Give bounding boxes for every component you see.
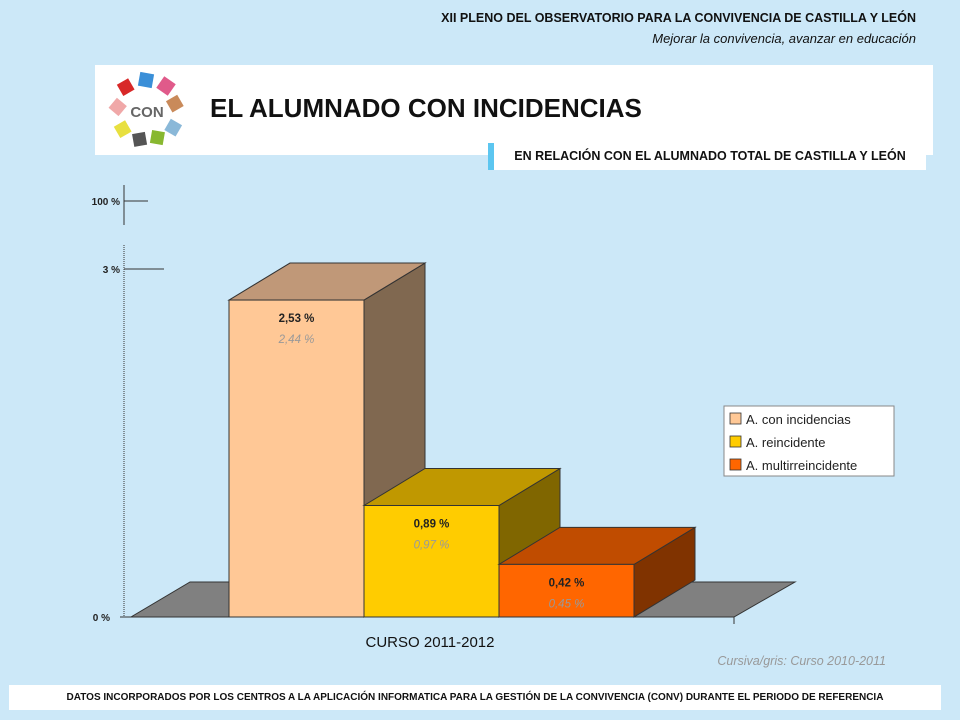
- section-label: EN RELACIÓN CON EL ALUMNADO TOTAL DE CAS…: [488, 143, 926, 170]
- bar-3-previous-value-label: 0,45 %: [549, 598, 585, 610]
- legend-label-series-3: A. multirreincidente: [746, 458, 857, 473]
- y-tick-label-3: 3 %: [103, 265, 120, 276]
- page-title: EL ALUMNADO CON INCIDENCIAS: [210, 93, 642, 123]
- bar-2-front: [363, 505, 500, 618]
- legend-swatch-series-1: [729, 412, 742, 425]
- legend-item-series-2: A. reincidente: [729, 435, 826, 450]
- bars-group: 2,53 % 2,44 % 0,89 % 0,97 % 0,42 % 0,45 %: [227, 262, 697, 618]
- event-subtitle: Mejorar la convivencia, avanzar en educa…: [652, 31, 916, 46]
- x-axis-label: CURSO 2011-2012: [366, 634, 495, 651]
- legend-swatch-series-2: [729, 435, 742, 448]
- footnote: Cursiva/gris: Curso 2010-2011: [717, 654, 886, 668]
- legend-label-series-1: A. con incidencias: [746, 412, 851, 427]
- bar-3-value-label: 0,42 %: [549, 577, 585, 589]
- legend-swatch-series-3: [729, 458, 742, 471]
- bar-1-previous-value-label: 2,44 %: [278, 334, 315, 346]
- bar-3: 0,42 % 0,45 %: [497, 526, 697, 618]
- footer-source: DATOS INCORPORADOS POR LOS CENTROS A LA …: [9, 685, 941, 710]
- legend-box: [723, 405, 895, 477]
- legend-label-series-2: A. reincidente: [746, 435, 826, 450]
- legend-item-series-3: A. multirreincidente: [729, 458, 857, 473]
- logo-text: CON: [130, 104, 163, 121]
- bar-3-front: [498, 563, 635, 618]
- con-logo-icon: CON: [108, 71, 184, 147]
- y-tick-label-0: 0 %: [93, 613, 110, 624]
- logo-people-ring: [108, 71, 184, 147]
- legend: A. con incidencias A. reincidente A. mul…: [723, 405, 895, 477]
- legend-item-series-1: A. con incidencias: [729, 412, 851, 427]
- event-title: XII PLENO DEL OBSERVATORIO PARA LA CONVI…: [441, 11, 916, 25]
- header-band: CON EL ALUMNADO CON INCIDENCIAS: [95, 65, 933, 155]
- bar-1-value-label: 2,53 %: [279, 313, 315, 325]
- bar-1-front: [228, 299, 365, 618]
- bar-2-value-label: 0,89 %: [414, 519, 450, 531]
- y-tick-label-100: 100 %: [92, 197, 120, 208]
- bar-2-previous-value-label: 0,97 %: [414, 540, 450, 552]
